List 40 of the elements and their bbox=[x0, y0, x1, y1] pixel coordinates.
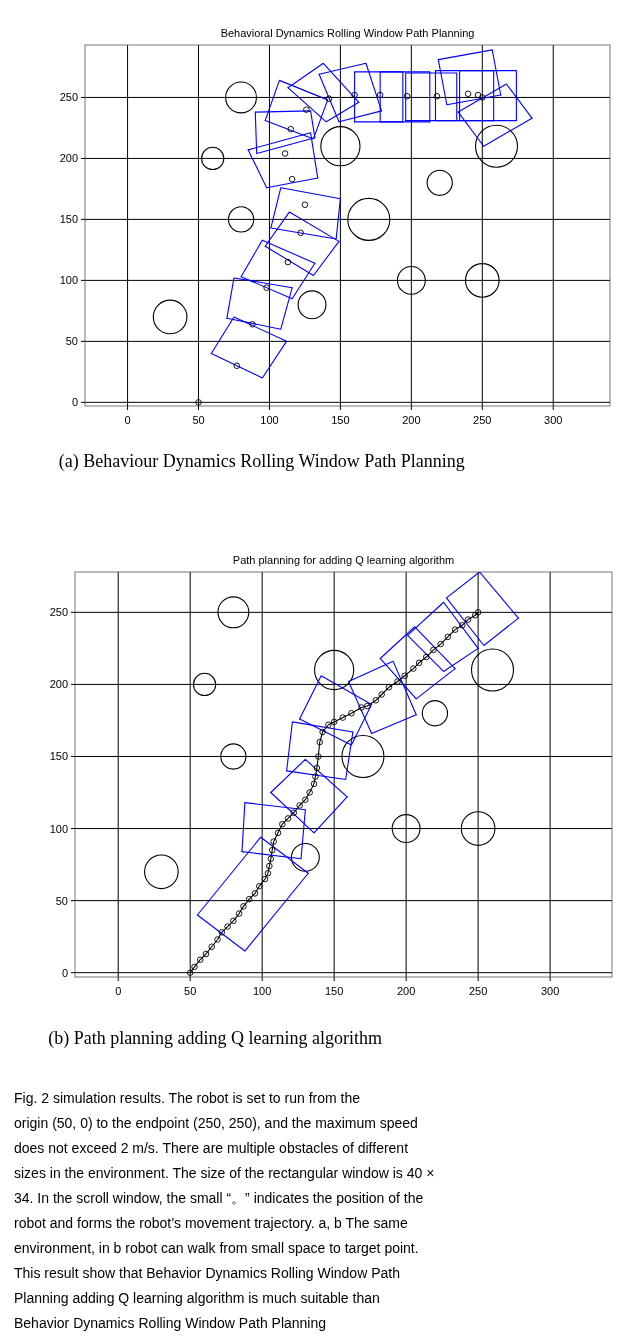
y-tick-label: 0 bbox=[61, 966, 68, 979]
chart-title: Behavioral Dynamics Rolling Window Path Planning bbox=[220, 27, 475, 39]
y-tick-label: 0 bbox=[71, 396, 78, 409]
x-tick-label: 150 bbox=[331, 414, 350, 426]
x-tick-label: 250 bbox=[468, 985, 488, 997]
x-tick-label: 0 bbox=[124, 414, 131, 426]
x-tick-label: 50 bbox=[184, 985, 197, 997]
y-tick-label: 250 bbox=[59, 91, 78, 104]
text: does not exceed 2 m/s. There are multiple obstacles of different bbox=[14, 1139, 409, 1156]
caption: Fig. 2 simulation results. The robot is set to run from the bbox=[14, 1089, 361, 1106]
y-tick-label: 100 bbox=[59, 274, 78, 287]
x-tick-label: 0 bbox=[115, 985, 122, 997]
y-tick-label: 100 bbox=[49, 822, 68, 835]
x-tick-label: 50 bbox=[192, 414, 205, 426]
text: This result show that Behavior Dynamics Rolling Window Path bbox=[14, 1264, 400, 1281]
text: (b) Path planning adding Q learning algorithm bbox=[48, 1027, 383, 1049]
text: Behavior Dynamics Rolling Window Path Planning bbox=[14, 1314, 327, 1331]
text: robot and forms the robot’s movement trajectory. a, b The same bbox=[14, 1214, 408, 1231]
x-tick-label: 150 bbox=[324, 985, 344, 997]
x-tick-label: 300 bbox=[544, 414, 563, 426]
y-tick-label: 150 bbox=[49, 750, 68, 763]
text: 34. In the scroll window, the small “。” indicates the position of the bbox=[14, 1189, 424, 1206]
x-tick-label: 200 bbox=[402, 414, 421, 426]
x-tick-label: 300 bbox=[540, 985, 560, 997]
y-tick-label: 250 bbox=[49, 606, 68, 619]
text: Planning adding Q learning algorithm is much suitable than bbox=[14, 1289, 380, 1306]
x-tick-label: 100 bbox=[252, 985, 272, 997]
text: (a) Behaviour Dynamics Rolling Window Path Planning bbox=[58, 450, 465, 472]
x-tick-label: 250 bbox=[473, 414, 492, 426]
y-tick-label: 50 bbox=[55, 894, 68, 907]
y-tick-label: 150 bbox=[59, 213, 78, 226]
text: origin (50, 0) to the endpoint (250, 250), and the maximum speed bbox=[14, 1114, 418, 1131]
y-tick-label: 200 bbox=[49, 678, 68, 691]
y-tick-label: 200 bbox=[59, 152, 78, 165]
text: sizes in the environment. The size of the rectangular window is 40 × bbox=[14, 1164, 435, 1181]
chart-title: Path planning for adding Q learning algorithm bbox=[232, 554, 455, 566]
y-tick-label: 50 bbox=[65, 335, 78, 348]
x-tick-label: 100 bbox=[260, 414, 279, 426]
x-tick-label: 200 bbox=[396, 985, 416, 997]
text: environment, in b robot can walk from small space to target point. bbox=[14, 1239, 419, 1256]
